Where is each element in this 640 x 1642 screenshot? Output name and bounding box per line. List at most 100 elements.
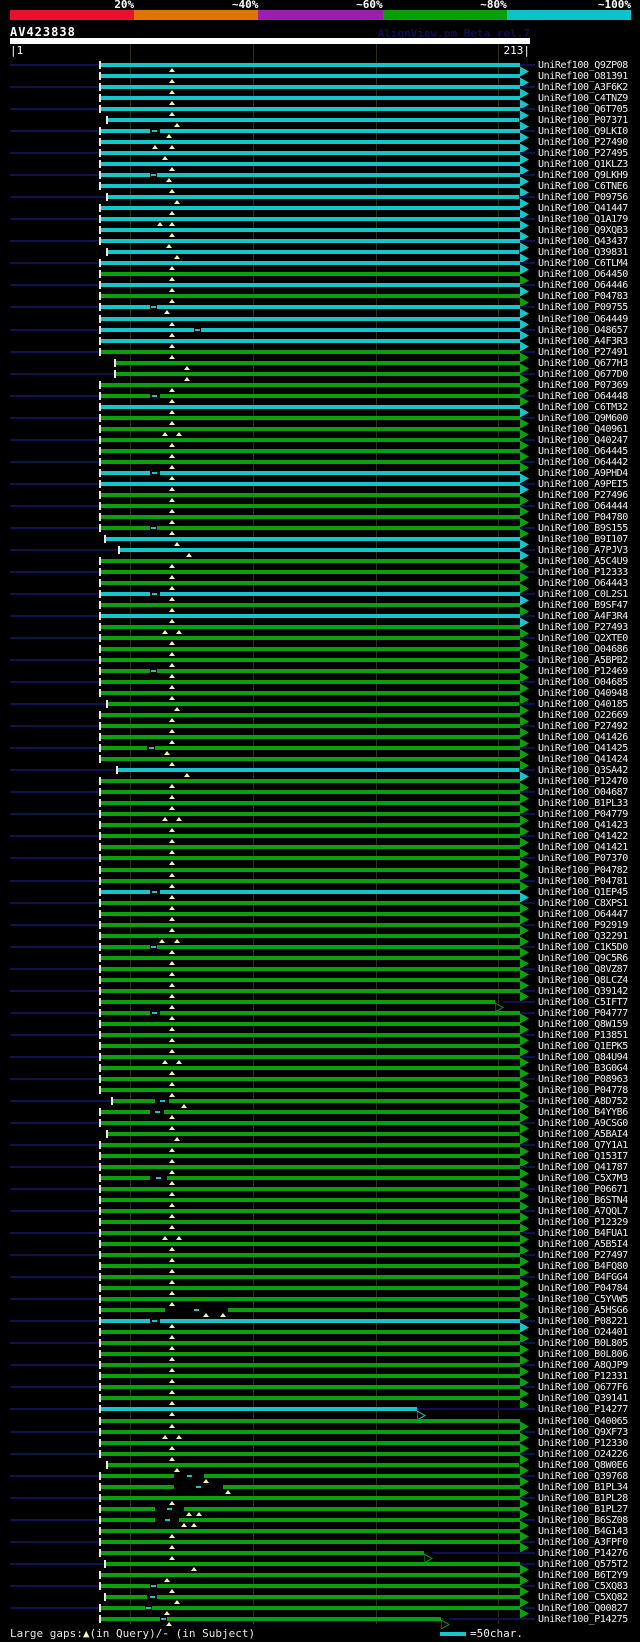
hit-label[interactable]: UniRef100_O64445 <box>538 445 628 457</box>
hit-label[interactable]: UniRef100_Q677H3 <box>538 357 628 369</box>
hit-bar[interactable] <box>100 1451 520 1456</box>
hit-bar[interactable] <box>100 1572 520 1577</box>
hit-bar[interactable] <box>100 867 520 872</box>
hit-bar[interactable] <box>100 955 520 960</box>
hit-label[interactable]: UniRef100_P08221 <box>538 1316 628 1328</box>
hit-label[interactable]: UniRef100_B6SZ08 <box>538 1514 628 1526</box>
hit-bar[interactable] <box>100 162 520 167</box>
hit-bar[interactable] <box>100 1209 520 1214</box>
hit-bar[interactable] <box>100 1385 520 1390</box>
hit-label[interactable]: UniRef100_C5XQ83 <box>538 1580 628 1592</box>
hit-label[interactable]: UniRef100_P92919 <box>538 919 628 931</box>
hit-bar[interactable] <box>100 669 520 674</box>
hit-bar[interactable] <box>120 547 520 552</box>
hit-bar[interactable] <box>100 459 520 464</box>
hit-bar[interactable] <box>100 911 520 916</box>
hit-label[interactable]: UniRef100_P04777 <box>538 1007 628 1019</box>
hit-bar[interactable] <box>108 118 520 123</box>
hit-bar[interactable] <box>100 228 520 233</box>
hit-label[interactable]: UniRef100_C8XPS1 <box>538 897 628 909</box>
hit-bar[interactable] <box>100 790 520 795</box>
hit-label[interactable]: UniRef100_C1K5D0 <box>538 941 628 953</box>
hit-bar[interactable] <box>100 217 520 222</box>
hit-label[interactable]: UniRef100_O04685 <box>538 677 628 689</box>
hit-bar[interactable] <box>100 1253 520 1258</box>
hit-label[interactable]: UniRef100_B0L805 <box>538 1338 628 1350</box>
hit-bar[interactable] <box>100 1010 520 1015</box>
hit-label[interactable]: UniRef100_O64446 <box>538 280 628 292</box>
hit-label[interactable]: UniRef100_P04782 <box>538 864 628 876</box>
hit-bar[interactable] <box>100 1374 520 1379</box>
hit-bar[interactable] <box>100 1528 520 1533</box>
hit-bar[interactable] <box>100 922 520 927</box>
hit-bar[interactable] <box>100 1286 520 1291</box>
hit-bar[interactable] <box>100 184 520 189</box>
hit-bar[interactable] <box>100 558 520 563</box>
hit-bar[interactable] <box>100 1231 520 1236</box>
hit-label[interactable]: UniRef100_Q39768 <box>538 1470 628 1482</box>
hit-bar[interactable] <box>100 1495 520 1500</box>
hit-bar[interactable] <box>100 625 520 629</box>
hit-bar[interactable] <box>100 1550 424 1555</box>
hit-label[interactable]: UniRef100_A5B5I4 <box>538 1239 628 1251</box>
hit-label[interactable]: UniRef100_Q40185 <box>538 699 628 711</box>
hit-bar[interactable] <box>100 1506 520 1511</box>
hit-label[interactable]: UniRef100_B1PL28 <box>538 1492 628 1504</box>
hit-bar[interactable] <box>100 856 520 861</box>
hit-label[interactable]: UniRef100_A5C4U9 <box>538 555 628 567</box>
hit-bar[interactable] <box>100 966 520 971</box>
hit-bar[interactable] <box>100 900 520 905</box>
hit-label[interactable]: UniRef100_P27490 <box>538 137 628 149</box>
hit-label[interactable]: UniRef100_A9PHD4 <box>538 467 628 479</box>
hit-bar[interactable] <box>100 1054 520 1059</box>
hit-bar[interactable] <box>100 426 520 431</box>
hit-label[interactable]: UniRef100_P13851 <box>538 1029 628 1041</box>
hit-bar[interactable] <box>100 1176 520 1180</box>
hit-label[interactable]: UniRef100_P14275 <box>538 1613 628 1625</box>
hit-label[interactable]: UniRef100_A4F3R4 <box>538 611 628 622</box>
hit-label[interactable]: UniRef100_P04779 <box>538 809 628 821</box>
hit-bar[interactable] <box>100 1341 520 1346</box>
hit-label[interactable]: UniRef100_A9CSG0 <box>538 1117 628 1129</box>
hit-label[interactable]: UniRef100_B4FQ80 <box>538 1261 628 1273</box>
hit-bar[interactable] <box>100 878 520 883</box>
hit-label[interactable]: UniRef100_Q41425 <box>538 743 628 755</box>
hit-label[interactable]: UniRef100_P04784 <box>538 1283 628 1295</box>
hit-label[interactable]: UniRef100_A5BAI4 <box>538 1128 628 1140</box>
hit-bar[interactable] <box>105 536 520 541</box>
hit-bar[interactable] <box>100 1539 520 1544</box>
hit-bar[interactable] <box>100 999 496 1004</box>
hit-bar[interactable] <box>105 1594 520 1599</box>
hit-bar[interactable] <box>100 525 520 530</box>
hit-label[interactable]: UniRef100_Q7Y1A1 <box>538 1140 628 1151</box>
hit-label[interactable]: UniRef100_P07371 <box>538 115 628 127</box>
hit-label[interactable]: UniRef100_B6T2Y9 <box>538 1569 628 1581</box>
hit-bar[interactable] <box>100 1319 520 1324</box>
hit-label[interactable]: UniRef100_B9SF47 <box>538 600 628 611</box>
hit-bar[interactable] <box>100 393 520 398</box>
hit-label[interactable]: UniRef100_Q677D0 <box>538 368 628 380</box>
hit-label[interactable]: UniRef100_A5HSG6 <box>538 1305 628 1317</box>
hit-bar[interactable] <box>100 1352 520 1357</box>
hit-label[interactable]: UniRef100_C5YVW5 <box>538 1294 628 1306</box>
hit-label[interactable]: UniRef100_P12330 <box>538 1437 628 1449</box>
hit-bar[interactable] <box>100 1198 520 1203</box>
hit-bar[interactable] <box>100 757 520 762</box>
hit-label[interactable]: UniRef100_Q9C5R6 <box>538 952 628 964</box>
hit-label[interactable]: UniRef100_Q1EP45 <box>538 886 628 898</box>
hit-label[interactable]: UniRef100_O64444 <box>538 500 628 512</box>
hit-bar[interactable] <box>100 1473 520 1478</box>
hit-label[interactable]: UniRef100_P04781 <box>538 875 628 887</box>
hit-bar[interactable] <box>100 933 520 938</box>
hit-bar[interactable] <box>100 647 520 652</box>
hit-bar[interactable] <box>100 889 520 894</box>
hit-bar[interactable] <box>100 503 520 508</box>
hit-bar[interactable] <box>100 129 520 134</box>
hit-label[interactable]: UniRef100_P08963 <box>538 1073 628 1085</box>
hit-bar[interactable] <box>100 680 520 685</box>
hit-label[interactable]: UniRef100_B4FGG4 <box>538 1272 628 1284</box>
hit-bar[interactable] <box>100 658 520 663</box>
hit-bar[interactable] <box>100 1396 520 1401</box>
hit-label[interactable]: UniRef100_Q32291 <box>538 930 628 942</box>
hit-label[interactable]: UniRef100_Q9XF73 <box>538 1426 628 1438</box>
